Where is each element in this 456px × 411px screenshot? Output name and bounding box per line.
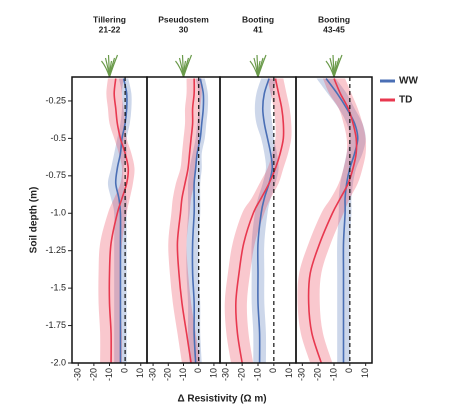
x-tick-label: -30 (147, 368, 157, 381)
panel-subtitle: 21-22 (99, 24, 121, 34)
confidence-band (186, 78, 209, 364)
x-axis-label: Δ Resistivity (Ω m) (177, 394, 266, 405)
x-tick-label: 0 (120, 368, 130, 373)
y-axis-label: Soil depth (m) (29, 187, 40, 254)
x-tick-label: -10 (252, 368, 262, 381)
y-tick-label: -0.5 (50, 133, 66, 143)
x-tick-label: 10 (208, 368, 218, 378)
legend-label: TD (399, 95, 412, 106)
leaf (182, 54, 193, 78)
x-tick-label: -20 (88, 368, 98, 381)
x-tick-label: -10 (328, 368, 338, 381)
y-tick-label: -1.5 (50, 283, 66, 293)
x-tick-label: -10 (104, 368, 114, 381)
x-tick-label: -30 (297, 368, 307, 381)
plant-icon (101, 54, 119, 78)
y-tick-label: -0.25 (45, 95, 66, 105)
y-tick-label: -0.75 (45, 170, 66, 180)
x-tick-label: -30 (221, 368, 231, 381)
x-tick-label: 0 (268, 368, 278, 373)
x-tick-label: -20 (313, 368, 323, 381)
x-tick-label: -20 (237, 368, 247, 381)
series-line (234, 78, 285, 364)
series-line (176, 78, 196, 364)
plant-icon (249, 54, 267, 78)
legend-label: WW (399, 76, 418, 87)
x-tick-label: 10 (284, 368, 294, 378)
series-line (191, 78, 205, 364)
plant-icon (175, 54, 193, 78)
confidence-band (297, 78, 367, 364)
x-tick-label: -30 (73, 368, 83, 381)
panel-subtitle: 41 (253, 24, 263, 34)
x-tick-label: 0 (344, 368, 354, 373)
series-line (114, 78, 128, 364)
leaf (257, 54, 267, 78)
panel-title: Pseudostem (158, 14, 209, 24)
panel-title: Tillering (93, 14, 126, 24)
x-tick-label: -20 (163, 368, 173, 381)
x-tick-label: 0 (193, 368, 203, 373)
leaf (333, 54, 343, 78)
confidence-band (168, 78, 202, 364)
panel-title: Booting (242, 14, 274, 24)
y-tick-label: -1.0 (50, 208, 66, 218)
panel-title: Booting (318, 14, 350, 24)
leaf (108, 54, 119, 78)
y-tick-label: -1.75 (45, 320, 66, 330)
x-tick-label: 10 (135, 368, 145, 378)
y-tick-label: -2.0 (50, 357, 66, 367)
x-tick-label: -10 (178, 368, 188, 381)
confidence-band (316, 78, 366, 364)
plant-icon (325, 54, 343, 78)
panel-subtitle: 30 (179, 24, 189, 34)
confidence-band (224, 78, 292, 364)
panel-subtitle: 43-45 (323, 24, 345, 34)
y-tick-label: -1.25 (45, 245, 66, 255)
series-line (108, 78, 130, 364)
x-tick-label: 10 (360, 368, 370, 378)
